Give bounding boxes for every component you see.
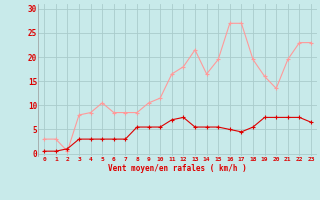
- X-axis label: Vent moyen/en rafales ( km/h ): Vent moyen/en rafales ( km/h ): [108, 164, 247, 173]
